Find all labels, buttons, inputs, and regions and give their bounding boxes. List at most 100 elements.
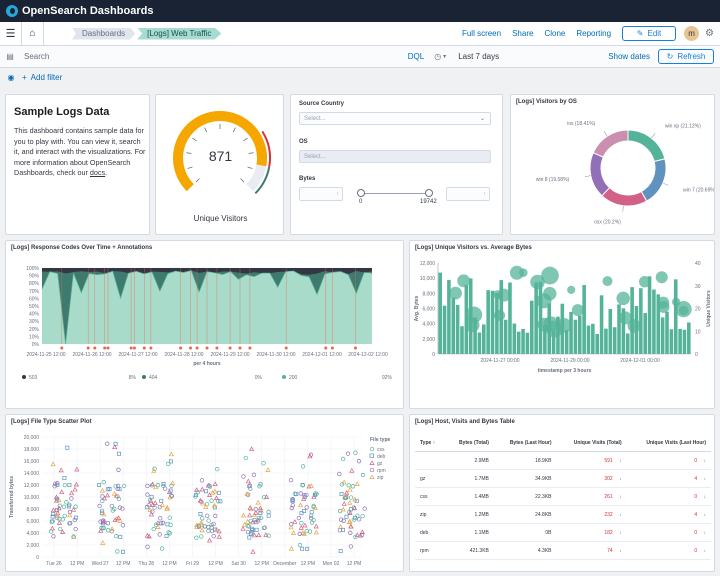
saved-query-icon[interactable]: ▤ — [6, 52, 14, 61]
bytes-slider-max-handle[interactable] — [425, 189, 433, 197]
scatter-point — [347, 499, 353, 505]
scatter-point — [206, 528, 211, 534]
vis-bar-50 — [656, 294, 661, 354]
scatter-point — [290, 498, 295, 502]
file-type-scatter-chart: 20,000 18,000 16,000 14,000 12,000 10,000 8,00… — [9, 435, 391, 567]
visits-value: 0 — [694, 457, 698, 464]
visits-value: 0 — [694, 547, 698, 554]
docs-link[interactable]: docs — [89, 168, 106, 177]
resp-annotation-marker-6 — [132, 346, 136, 350]
resp-x-tick: 2024-11-27 12:00 — [118, 352, 157, 358]
os-label: OS — [299, 139, 308, 145]
vis-bar-12 — [490, 290, 495, 354]
edit-button-label: Edit — [647, 29, 662, 38]
gear-icon[interactable]: ⚙ — [705, 28, 714, 39]
bytes-min-input[interactable]: ↕ — [299, 187, 343, 201]
scatter-point — [245, 529, 251, 535]
date-range-label[interactable]: Last 7 days — [458, 52, 500, 61]
source-country-select[interactable]: Select... ⌄ — [299, 112, 491, 125]
resp-y-tick: 50% — [29, 304, 40, 310]
reporting-link[interactable]: Reporting — [576, 29, 612, 38]
resp-annotation-marker-15 — [238, 346, 242, 350]
filter-options-icon[interactable]: ◉ — [7, 72, 15, 82]
resp-y-tick: 20% — [29, 327, 40, 333]
avatar[interactable]: m — [684, 26, 700, 41]
scatter-point — [297, 531, 302, 536]
scatter-point — [157, 532, 162, 537]
visits-value: 261 — [604, 493, 613, 500]
vis-y-left-tick: 4,000 — [422, 322, 435, 328]
table-cell: 0 ↓ — [626, 487, 711, 506]
scatter-point — [258, 511, 263, 515]
gauge-range-red — [261, 130, 271, 168]
scatter-x-tick: 12 PM — [162, 561, 176, 567]
bytes-slider-track[interactable] — [359, 193, 431, 194]
vis-bubble-13 — [449, 286, 462, 300]
show-dates-link[interactable]: Show dates — [608, 52, 650, 61]
refresh-button[interactable]: ↻ Refresh — [658, 49, 714, 64]
vis-bubble-16 — [567, 285, 576, 295]
controls-panel: Source Country Select... ⌄ OS Select... … — [290, 94, 503, 235]
vis-bar-37 — [599, 295, 604, 354]
table-cell: 18.9KB — [493, 451, 557, 470]
calendar-icon[interactable]: ◷ — [434, 52, 442, 61]
table-header-3[interactable]: Unique Visits (Total) — [556, 435, 627, 452]
scatter-point — [289, 505, 294, 511]
scatter-point — [56, 520, 63, 525]
breadcrumb-dashboards[interactable]: Dashboards — [72, 27, 136, 40]
scatter-point — [297, 502, 304, 508]
vis-bar-13 — [495, 293, 499, 354]
scatter-point — [301, 531, 307, 536]
search-input[interactable]: Search — [24, 52, 50, 61]
clone-link[interactable]: Clone — [544, 29, 566, 38]
vis-bar-3 — [451, 297, 456, 354]
scatter-point — [168, 488, 173, 493]
scatter-point — [261, 525, 267, 531]
scatter-point — [304, 505, 309, 510]
scatter-point — [198, 519, 204, 525]
table-header-row: Type ↑ Bytes (Total) Bytes (Last Hour) Uniq… — [415, 435, 711, 452]
opensearch-logo[interactable]: OpenSearch Dashboards — [6, 5, 153, 17]
scatter-point — [193, 487, 200, 492]
add-filter-link[interactable]: + Add filter — [22, 73, 62, 82]
scatter-point — [243, 455, 248, 461]
scatter-point — [149, 481, 156, 487]
scatter-point — [166, 530, 171, 535]
scatter-point — [74, 466, 80, 472]
table-header-4[interactable]: Unique Visits (Last Hour) — [626, 435, 711, 452]
scatter-point — [209, 522, 214, 528]
bytes-slider-min-handle[interactable] — [357, 189, 365, 197]
os-select[interactable]: Select... — [299, 150, 491, 163]
scatter-point — [114, 534, 119, 539]
vis-bar-29 — [564, 330, 569, 354]
scatter-point — [338, 517, 344, 522]
vis-bar-49 — [652, 289, 656, 354]
scatter-point — [204, 501, 210, 507]
resp-annotation-marker-8 — [149, 346, 153, 350]
home-button[interactable]: ⌂ — [22, 21, 44, 46]
edit-button[interactable]: ✎ Edit — [622, 26, 677, 41]
table-header-0[interactable]: Type ↑ — [415, 435, 446, 452]
scatter-point — [168, 451, 174, 457]
vis-y-left-tick: 2,000 — [422, 337, 435, 343]
scatter-y-tick: 4,000 — [26, 531, 39, 537]
table-header-1[interactable]: Bytes (Total) — [445, 435, 494, 452]
table-cell: 4.3KB — [493, 541, 557, 560]
chevron-down-icon[interactable]: ▾ — [443, 54, 447, 60]
bytes-max-input[interactable]: ↕ — [446, 187, 490, 201]
scatter-point — [98, 527, 104, 533]
table-cell: 302 ↓ — [556, 469, 627, 488]
dql-toggle[interactable]: DQL — [407, 52, 425, 61]
scatter-point — [244, 491, 250, 496]
scatter-point — [199, 534, 204, 539]
share-link[interactable]: Share — [512, 29, 534, 38]
scatter-point — [166, 461, 171, 467]
gauge-chart — [173, 111, 271, 195]
scatter-point — [116, 515, 122, 521]
table-row: deb 1.1MB 0B 182 ↓ 0 ↓ — [415, 523, 711, 542]
table-header-2[interactable]: Bytes (Last Hour) — [493, 435, 557, 452]
vis-y-left-label: Avg. Bytes — [414, 295, 420, 321]
full-screen-link[interactable]: Full screen — [461, 29, 502, 38]
scatter-point — [105, 528, 111, 533]
menu-button[interactable]: ☰ — [0, 21, 22, 46]
